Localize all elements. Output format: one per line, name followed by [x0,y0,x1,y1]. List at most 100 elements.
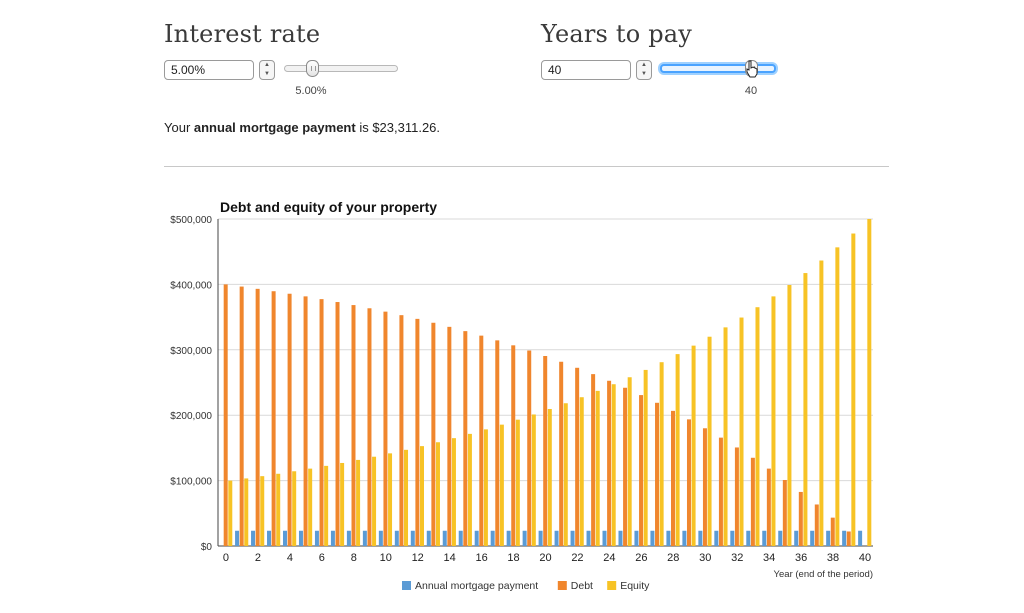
stepper-up-icon[interactable]: ▲ [264,62,270,68]
bar-equity [755,307,760,546]
bar-debt [575,367,580,546]
x-tick-label: 24 [603,552,615,564]
bar-annual-mortgage-payment [474,530,479,546]
bar-annual-mortgage-payment [618,530,623,546]
interest-rate-stepper[interactable]: ▲ ▼ [259,60,275,80]
bar-equity [659,362,664,546]
bar-equity [292,471,297,546]
bar-equity [244,478,249,546]
bar-equity [435,442,440,546]
bar-annual-mortgage-payment [650,530,655,546]
bar-equity [771,296,776,546]
bar-annual-mortgage-payment [251,530,256,546]
x-tick-label: 20 [539,552,551,564]
payment-prefix: Your [164,120,194,135]
bar-debt [239,286,244,546]
bar-debt [830,517,835,546]
bar-debt [623,387,628,546]
bar-equity [707,336,712,546]
bar-debt [447,326,452,546]
bar-debt [782,479,787,546]
bar-annual-mortgage-payment [794,530,799,546]
payment-summary: Your annual mortgage payment is $23,311.… [164,120,440,135]
bar-debt [271,291,276,546]
bar-debt [607,380,612,546]
bar-debt [463,331,468,546]
interest-rate-slider-thumb[interactable] [306,60,319,77]
bar-debt [702,428,707,546]
interest-rate-input[interactable] [164,60,254,80]
bar-equity [835,247,840,546]
bar-debt [511,345,516,546]
bar-equity [643,369,648,546]
bar-equity [563,403,568,546]
bar-equity [467,433,472,546]
bar-debt [367,308,372,546]
bar-annual-mortgage-payment [698,530,703,546]
bar-annual-mortgage-payment [858,530,863,546]
bar-annual-mortgage-payment [458,530,463,546]
bar-annual-mortgage-payment [682,530,687,546]
payment-suffix: is $23,311.26. [355,120,441,135]
bar-equity [867,219,872,546]
years-to-pay-input[interactable] [541,60,631,80]
bar-equity [675,354,680,546]
bar-annual-mortgage-payment [235,530,240,546]
legend-swatch [557,581,567,590]
bar-annual-mortgage-payment [330,530,335,546]
bar-debt [399,315,404,546]
bar-annual-mortgage-payment [778,530,783,546]
interest-rate-slider[interactable] [284,65,398,72]
bar-equity [451,438,456,546]
legend-swatch [402,581,411,590]
y-tick-label: $0 [201,542,213,553]
bar-annual-mortgage-payment [602,530,607,546]
bar-equity [483,429,488,546]
bar-debt [495,340,500,546]
legend-label: Debt [571,580,593,592]
bar-annual-mortgage-payment [426,530,431,546]
x-tick-label: 34 [763,552,775,564]
legend-label: Annual mortgage payment [415,580,538,592]
x-tick-label: 4 [287,552,293,564]
x-tick-label: 28 [667,552,679,564]
bar-annual-mortgage-payment [346,530,351,546]
chart-title: Debt and equity of your property [220,199,437,215]
stepper-up-icon[interactable]: ▲ [641,62,647,68]
interest-rate-title: Interest rate [164,20,321,48]
x-tick-label: 8 [351,552,357,564]
bar-debt [479,335,484,546]
bar-debt [718,437,723,546]
x-tick-label: 14 [444,552,456,564]
bar-equity [739,317,744,546]
legend-label: Equity [620,580,650,592]
bar-debt [655,402,660,546]
stepper-down-icon[interactable]: ▼ [264,71,270,77]
bar-annual-mortgage-payment [810,530,815,546]
bar-annual-mortgage-payment [746,530,751,546]
bar-equity [787,285,792,546]
bar-equity [595,390,600,546]
bar-debt [383,311,388,546]
bar-debt [591,374,596,546]
bar-equity [324,465,329,546]
bar-annual-mortgage-payment [410,530,415,546]
bar-equity [228,480,233,546]
bar-equity [340,462,345,546]
bar-equity [404,449,409,546]
bar-debt [415,318,420,546]
bar-debt [351,305,356,546]
bar-annual-mortgage-payment [490,530,495,546]
bar-annual-mortgage-payment [267,530,272,546]
bar-equity [819,260,824,546]
bar-debt [335,302,340,546]
bar-annual-mortgage-payment [586,530,591,546]
x-tick-label: 10 [380,552,392,564]
years-to-pay-stepper[interactable]: ▲ ▼ [636,60,652,80]
bar-annual-mortgage-payment [394,530,399,546]
stepper-down-icon[interactable]: ▼ [641,71,647,77]
years-to-pay-slider[interactable] [660,64,776,73]
bar-annual-mortgage-payment [714,530,719,546]
bar-equity [276,473,281,546]
bar-debt [686,419,691,546]
